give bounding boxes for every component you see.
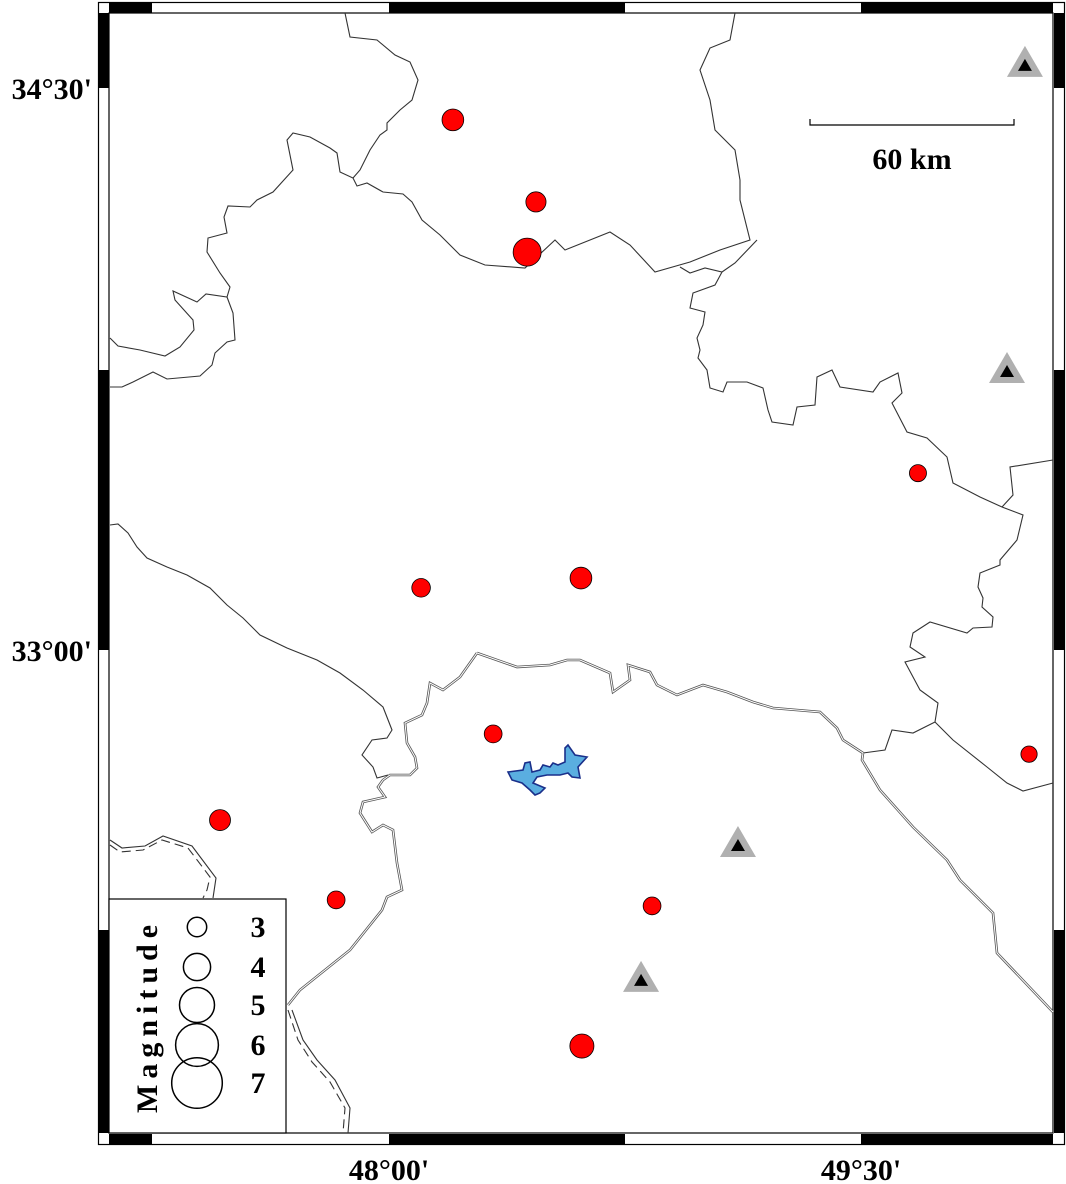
frame-tick-segment	[1054, 930, 1064, 1133]
legend-circle	[170, 1056, 224, 1110]
scale-bar: 60 km	[809, 119, 1015, 176]
boundaries	[109, 12, 1054, 1134]
legend-circle	[174, 1022, 220, 1068]
province-boundary	[109, 523, 393, 779]
legend-label: 6	[251, 1029, 266, 1062]
frame-tick-segment	[389, 1134, 625, 1144]
province-boundary	[679, 239, 1024, 754]
lon-label-48-00: 48°00'	[349, 1154, 429, 1184]
earthquake-events	[209, 108, 1038, 1059]
frame-tick-segment	[99, 930, 109, 1133]
legend-label: 5	[251, 989, 266, 1022]
legend-circle	[182, 952, 212, 982]
seismic-stations	[623, 45, 1043, 992]
earthquake-event	[411, 578, 431, 598]
province-boundary	[344, 12, 419, 179]
earthquake-event	[209, 809, 231, 831]
station-triangle-icon	[719, 825, 756, 857]
river-boundary	[286, 651, 1054, 1013]
frame-tick-segment	[109, 3, 152, 13]
earthquake-event	[326, 890, 346, 910]
station-triangle-icon	[1006, 45, 1043, 77]
province-boundary	[934, 721, 1054, 792]
legend-label: 7	[251, 1067, 266, 1100]
station-triangle-icon	[989, 351, 1026, 383]
map-frame	[97, 1, 1066, 1146]
province-boundary	[109, 12, 751, 357]
lat-label-33-00: 33°00'	[12, 635, 92, 668]
international-border	[109, 835, 351, 1134]
earthquake-event	[569, 1033, 595, 1059]
scale-bar-label: 60 km	[872, 143, 951, 176]
frame-tick-segment	[861, 1134, 1053, 1144]
earthquake-event	[642, 896, 662, 916]
legend-label: 3	[251, 911, 266, 944]
international-border	[109, 839, 346, 1134]
earthquake-event	[483, 724, 503, 744]
lat-label-34-30: 34°30'	[12, 73, 92, 106]
frame-outer	[97, 1, 1066, 1146]
frame-tick-segment	[99, 370, 109, 650]
province-boundary	[1001, 459, 1054, 508]
frame-tick-segment	[1054, 370, 1064, 650]
earthquake-event	[525, 191, 547, 213]
legend-title: Magnitude	[131, 919, 164, 1113]
frame-tick-segment	[861, 3, 1053, 13]
frame-tick-segment	[1054, 13, 1064, 88]
earthquake-event	[512, 237, 542, 267]
legend-circle	[186, 916, 208, 938]
earthquake-event	[1020, 745, 1038, 763]
legend-circle	[178, 986, 216, 1024]
station-triangle-icon	[623, 960, 660, 992]
earthquake-event	[441, 108, 465, 132]
earthquake-event	[569, 566, 593, 590]
legend-label: 4	[251, 951, 266, 984]
magnitude-legend: Magnitude 3 4 5 6 7	[108, 898, 287, 1134]
frame-tick-segment	[99, 13, 109, 88]
earthquake-event	[909, 464, 927, 483]
frame-tick-segment	[389, 3, 625, 13]
frame-tick-segment	[109, 1134, 152, 1144]
lake	[506, 743, 589, 796]
province-boundary	[110, 296, 236, 388]
lon-label-49-30: 49°30'	[821, 1154, 901, 1184]
